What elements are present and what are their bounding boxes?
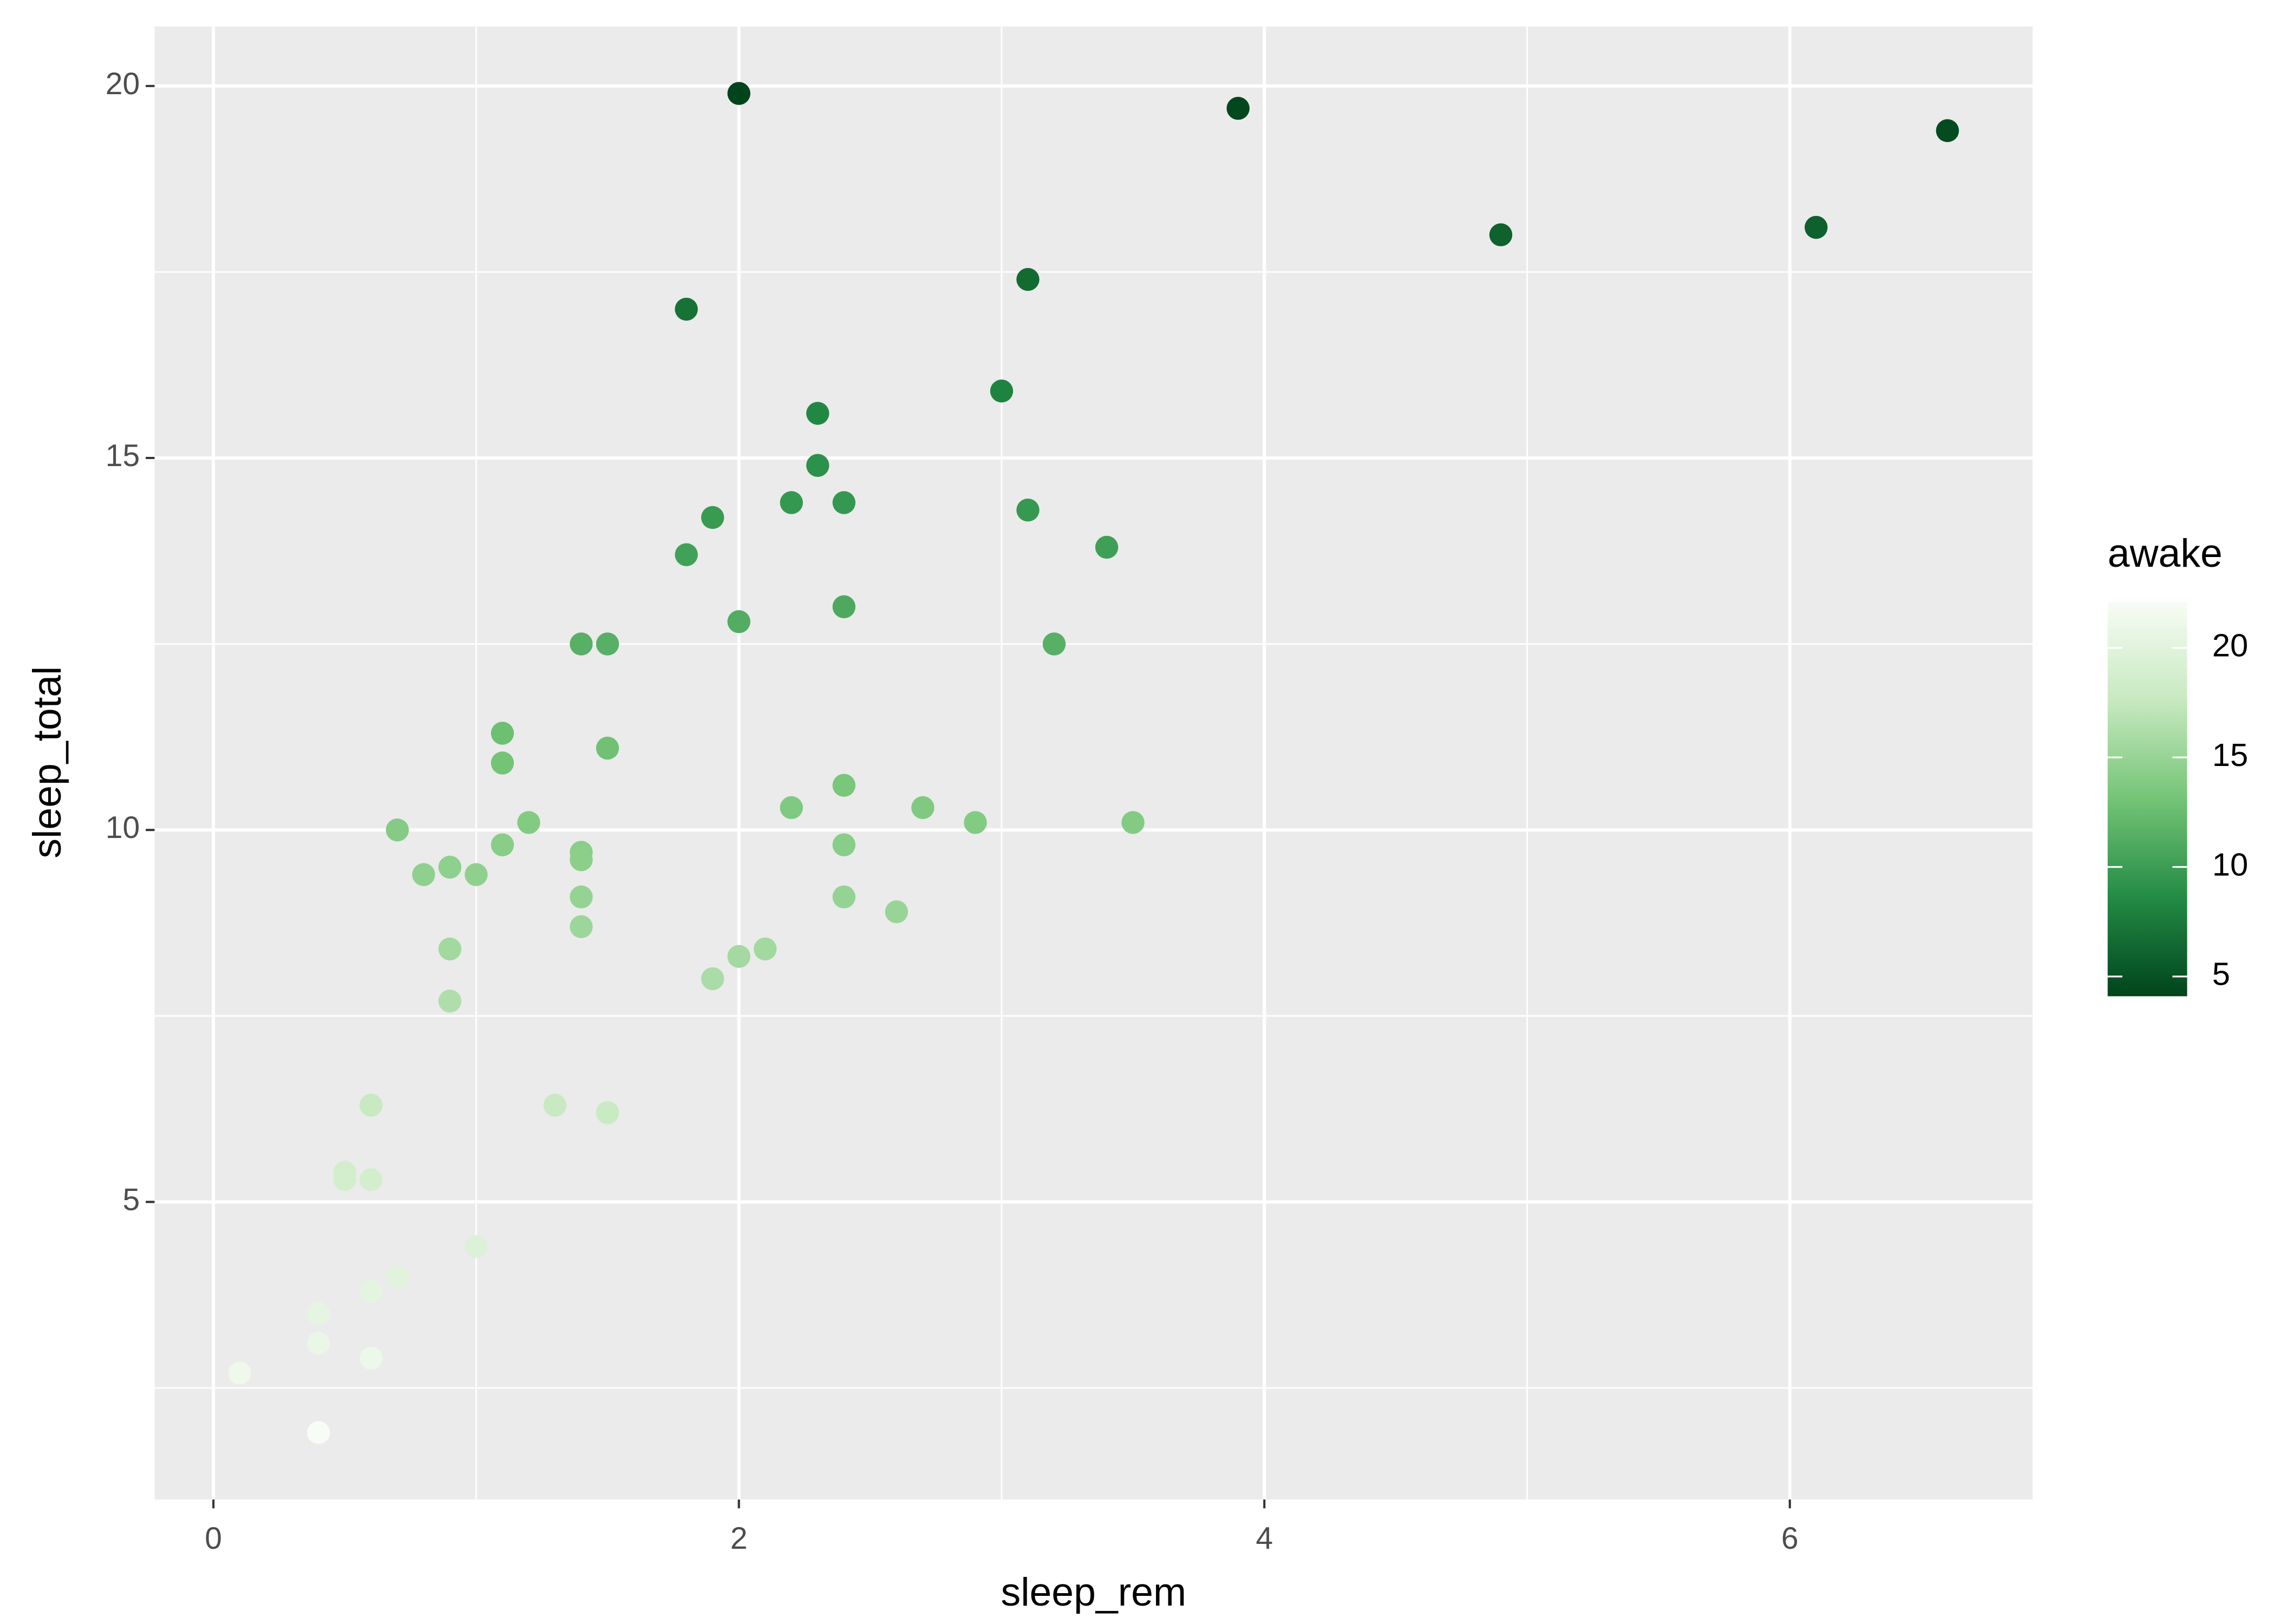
x-tick-label: 0 (205, 1521, 222, 1556)
point (438, 855, 462, 879)
legend-title: awake (2108, 531, 2223, 575)
point (832, 833, 856, 856)
point (727, 82, 750, 105)
y-axis-title: sleep_total (25, 666, 69, 859)
point (438, 937, 462, 961)
x-tick-label: 2 (730, 1521, 748, 1556)
colorbar-tick-label: 20 (2212, 627, 2249, 664)
point (832, 595, 856, 619)
point (675, 543, 698, 566)
panel (154, 26, 2033, 1500)
point (543, 1093, 567, 1117)
y-tick-label: 5 (123, 1182, 140, 1217)
point (885, 900, 909, 924)
point (675, 297, 698, 321)
point (570, 848, 593, 872)
y-tick-label: 10 (106, 810, 140, 845)
x-tick-label: 4 (1256, 1521, 1273, 1556)
point (570, 915, 593, 939)
point (517, 811, 540, 834)
point (1121, 811, 1145, 834)
y-tick-label: 15 (106, 438, 140, 473)
colorbar (2107, 601, 2187, 997)
point (360, 1093, 383, 1117)
point (307, 1332, 330, 1355)
point (491, 833, 514, 856)
colorbar-tick-label: 10 (2212, 846, 2249, 882)
point (1226, 96, 1250, 120)
point (465, 1235, 488, 1258)
point (385, 818, 409, 842)
point (990, 379, 1014, 403)
point (832, 774, 856, 797)
point (596, 736, 619, 760)
point (780, 796, 803, 820)
point (806, 454, 829, 477)
point (727, 945, 750, 968)
point (465, 863, 488, 886)
point (911, 796, 935, 820)
point (1936, 119, 1959, 142)
point (701, 506, 724, 529)
point (1016, 267, 1040, 291)
point (596, 1101, 619, 1124)
x-tick-label: 6 (1781, 1521, 1799, 1556)
point (333, 1168, 357, 1191)
point (307, 1421, 330, 1444)
point (360, 1280, 383, 1303)
point (360, 1346, 383, 1370)
point (1016, 499, 1040, 522)
colorbar-tick-label: 15 (2212, 737, 2249, 773)
point (754, 937, 777, 961)
point (1489, 223, 1513, 246)
point (570, 885, 593, 909)
point (1042, 632, 1066, 656)
colorbar-tick-label: 5 (2212, 956, 2230, 992)
point (701, 967, 724, 991)
point (307, 1302, 330, 1325)
point (491, 751, 514, 775)
point (1805, 215, 1828, 239)
y-tick-label: 20 (106, 67, 140, 101)
point (964, 811, 987, 834)
point (228, 1361, 251, 1385)
point (780, 491, 803, 514)
point (832, 885, 856, 909)
point (1095, 535, 1119, 559)
point (806, 402, 829, 425)
point (412, 863, 435, 886)
point (570, 632, 593, 656)
point (596, 632, 619, 656)
point (727, 610, 750, 633)
point (385, 1265, 409, 1288)
point (491, 722, 514, 745)
point (438, 990, 462, 1013)
point (832, 491, 856, 514)
point (360, 1168, 383, 1191)
x-axis-title: sleep_rem (1001, 1570, 1187, 1614)
